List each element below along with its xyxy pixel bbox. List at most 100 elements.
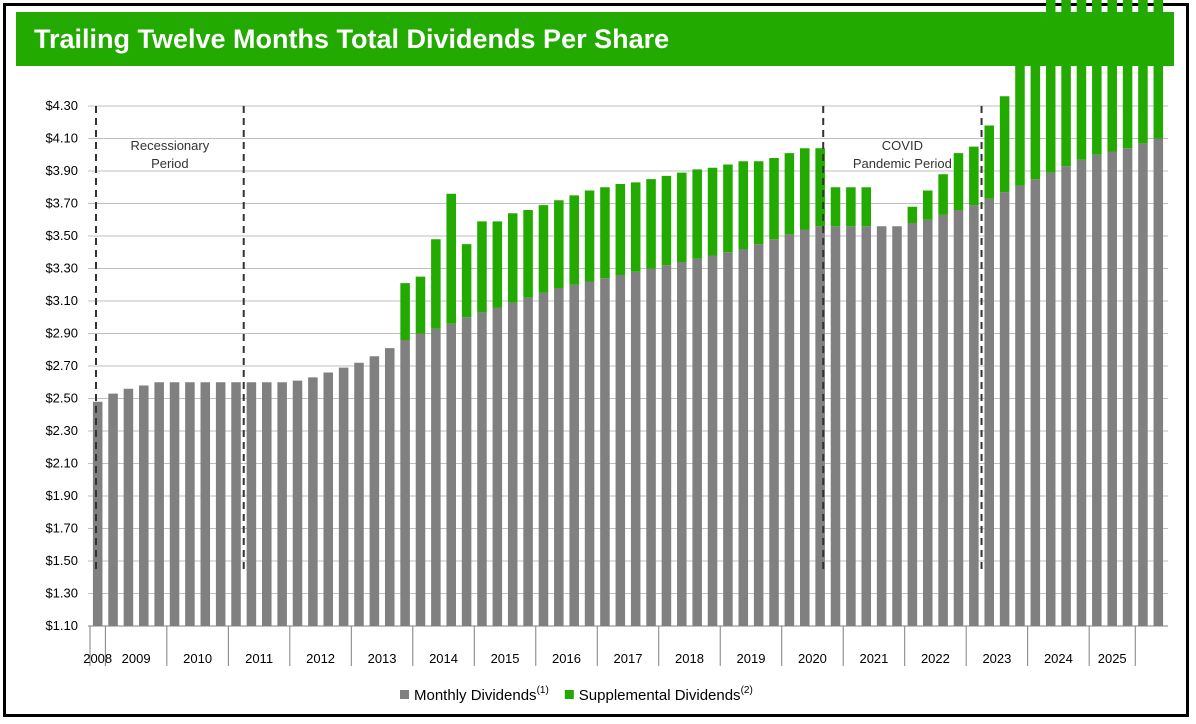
supplemental-bar <box>461 244 472 318</box>
supplemental-bar <box>661 175 672 266</box>
monthly-bar <box>308 377 318 626</box>
x-year-label: 2014 <box>429 651 458 666</box>
supplemental-bar <box>999 96 1010 193</box>
x-year-label: 2013 <box>368 651 397 666</box>
monthly-bar <box>615 275 626 626</box>
supplemental-bar <box>431 239 441 329</box>
monthly-bar <box>1015 185 1025 626</box>
supplemental-bar <box>753 161 764 245</box>
monthly-bar <box>523 297 533 626</box>
x-year-label: 2016 <box>552 651 581 666</box>
monthly-bar <box>169 382 180 626</box>
monthly-bar <box>1076 159 1087 626</box>
supplemental-bar <box>1107 0 1117 152</box>
monthly-bar <box>538 292 549 626</box>
monthly-bar <box>661 265 672 626</box>
y-tick-label: $4.10 <box>45 131 78 146</box>
y-axis: $4.30 $4.10 $3.90 $3.70 $3.50 $3.30 $3.10 $2.90… <box>45 98 78 633</box>
monthly-bar <box>200 382 211 626</box>
supplemental-bar <box>677 172 687 262</box>
supplemental-bar <box>1122 0 1133 149</box>
monthly-bar <box>384 348 395 626</box>
y-tick-label: $2.70 <box>45 358 78 373</box>
supplemental-bar <box>769 158 779 240</box>
chart-title: Trailing Twelve Months Total Dividends P… <box>16 12 1174 66</box>
monthly-bar <box>231 382 241 626</box>
y-tick-label: $3.90 <box>45 163 78 178</box>
monthly-bar <box>907 223 918 626</box>
monthly-bar <box>876 226 887 626</box>
supplemental-bar <box>1015 62 1025 186</box>
monthly-bar <box>338 367 349 626</box>
supplemental-bar <box>907 206 918 223</box>
monthly-bar <box>999 192 1010 626</box>
monthly-bar <box>584 281 595 626</box>
y-tick-label: $4.30 <box>45 98 78 113</box>
monthly-bar <box>492 307 503 626</box>
x-year-label: 2019 <box>737 651 766 666</box>
y-tick-label: $2.90 <box>45 326 78 341</box>
y-tick-label: $1.90 <box>45 488 78 503</box>
x-year-label: 2021 <box>859 651 888 666</box>
monthly-bar <box>92 401 103 626</box>
supplemental-bar <box>861 187 872 227</box>
y-tick-label: $1.10 <box>45 618 78 633</box>
x-year-label: 2011 <box>245 651 273 666</box>
y-tick-label: $2.50 <box>45 391 78 406</box>
monthly-bar <box>323 372 334 626</box>
supplemental-bar <box>554 200 564 288</box>
monthly-bar <box>600 278 610 626</box>
monthly-bar <box>677 262 687 626</box>
monthly-bar <box>815 226 825 626</box>
monthly-bar <box>139 385 149 626</box>
supplemental-bar <box>830 187 841 227</box>
monthly-bar <box>154 382 164 626</box>
supplemental-bar <box>723 164 733 253</box>
monthly-bar <box>707 255 718 626</box>
x-year-label: 2009 <box>122 651 151 666</box>
supplemental-bar <box>646 179 656 269</box>
supplemental-bar <box>707 167 718 256</box>
monthly-bar <box>569 284 579 626</box>
y-tick-label: $1.30 <box>45 586 78 601</box>
monthly-bar <box>507 302 518 626</box>
monthly-bar <box>1153 138 1164 626</box>
monthly-bar <box>400 340 410 626</box>
monthly-bar <box>185 382 195 626</box>
monthly-bar <box>1107 151 1117 626</box>
x-year-label: 2010 <box>183 651 212 666</box>
y-tick-label: $3.30 <box>45 261 78 276</box>
x-year-label: 2024 <box>1044 651 1073 666</box>
supplemental-bar <box>1030 24 1041 180</box>
monthly-bar <box>262 382 272 626</box>
monthly-bar <box>431 328 441 626</box>
x-axis: 2008 2009 2010 2011 2012 2013 2014 2015 2016 2017… <box>83 625 1168 666</box>
monthly-bar <box>969 205 979 626</box>
x-year-label: 2025 <box>1098 651 1127 666</box>
monthly-bar <box>1138 143 1148 626</box>
y-tick-label: $2.10 <box>45 456 78 471</box>
monthly-bar <box>738 249 749 626</box>
period-label: Pandemic Period <box>853 156 952 171</box>
monthly-bar <box>1045 172 1056 626</box>
supplemental-bar <box>600 187 610 279</box>
supplemental-bar <box>1076 0 1087 160</box>
legend-label: Monthly Dividends(1) <box>414 685 549 704</box>
supplemental-bar <box>507 213 518 303</box>
y-tick-label: $3.50 <box>45 228 78 243</box>
monthly-bar <box>938 214 948 626</box>
monthly-bar <box>846 226 856 626</box>
monthly-bar <box>692 258 702 626</box>
supplemental-bar <box>477 221 487 313</box>
supplemental-bar <box>1138 0 1148 144</box>
monthly-bar <box>1061 166 1071 626</box>
x-year-label: 2015 <box>491 651 520 666</box>
supplemental-bar <box>692 169 702 259</box>
monthly-bar <box>477 312 487 626</box>
monthly-bar <box>830 226 841 626</box>
x-year-label: 2008 <box>83 651 112 666</box>
legend-label: Supplemental Dividends(2) <box>579 685 753 704</box>
supplemental-bar <box>922 190 933 220</box>
supplemental-bar <box>446 193 456 324</box>
supplemental-bar <box>800 148 810 230</box>
